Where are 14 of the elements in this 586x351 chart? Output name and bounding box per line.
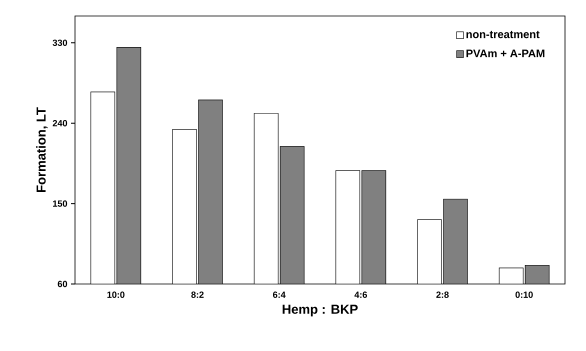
x-axis-title: Hemp : BKP	[282, 304, 358, 316]
x-tick-label: 2:8	[436, 292, 449, 298]
y-tick-label: 150	[53, 200, 68, 207]
legend-label: non-treatment	[466, 30, 540, 38]
x-tick-label: 10:0	[107, 292, 124, 298]
y-tick-label: 60	[58, 280, 68, 288]
y-axis-title: Formation, LT	[36, 107, 48, 192]
legend-label: PVAm + A-PAM	[466, 50, 544, 58]
x-tick-label: 4:6	[354, 292, 368, 298]
x-tick-label: 0:10	[516, 292, 533, 298]
y-tick-label: 330	[52, 40, 68, 46]
x-tick-label: 6:4	[272, 292, 286, 298]
y-tick-label: 240	[52, 120, 68, 126]
x-tick-label: 8:2	[191, 292, 204, 298]
